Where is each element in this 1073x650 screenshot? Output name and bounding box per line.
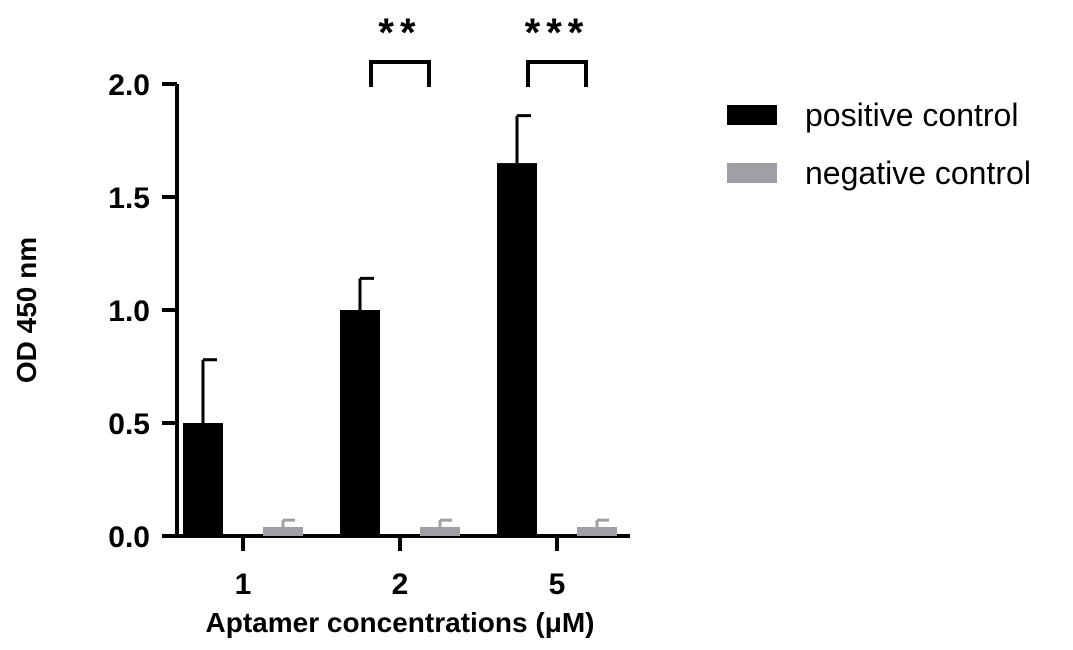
y-tick-label: 0.0 [108,521,150,554]
x-tick-label: 2 [392,568,409,601]
legend-label-positive-control: positive control [805,97,1018,133]
legend-swatch-negative-control [727,163,777,183]
legend: positive control negative control [727,97,1031,191]
y-tick-label: 1.5 [108,182,150,215]
bar [497,163,537,536]
y-axis-title: OD 450 nm [11,237,42,383]
y-tick-label: 0.5 [108,408,150,441]
legend-swatch-positive-control [727,105,777,125]
significance-label: *** [525,11,590,55]
x-ticks: 1 2 5 [235,536,566,601]
bar [577,526,617,536]
axes [175,84,630,538]
x-axis-title: Aptamer concentrations (μM) [206,607,595,638]
x-tick-label: 5 [549,568,566,601]
significance-bracket [526,60,588,87]
bars [183,114,617,536]
bar [183,423,223,536]
bar [340,310,380,536]
x-tick-label: 1 [235,568,252,601]
bar [420,526,460,536]
legend-label-negative-control: negative control [805,155,1031,191]
y-tick-label: 2.0 [108,69,150,102]
significance-brackets: ** *** [369,11,590,87]
significance-bracket [369,60,431,87]
bar [263,526,303,536]
significance-label: ** [378,11,421,55]
y-tick-label: 1.0 [108,295,150,328]
y-ticks: 0.0 0.5 1.0 1.5 2.0 [108,69,177,554]
